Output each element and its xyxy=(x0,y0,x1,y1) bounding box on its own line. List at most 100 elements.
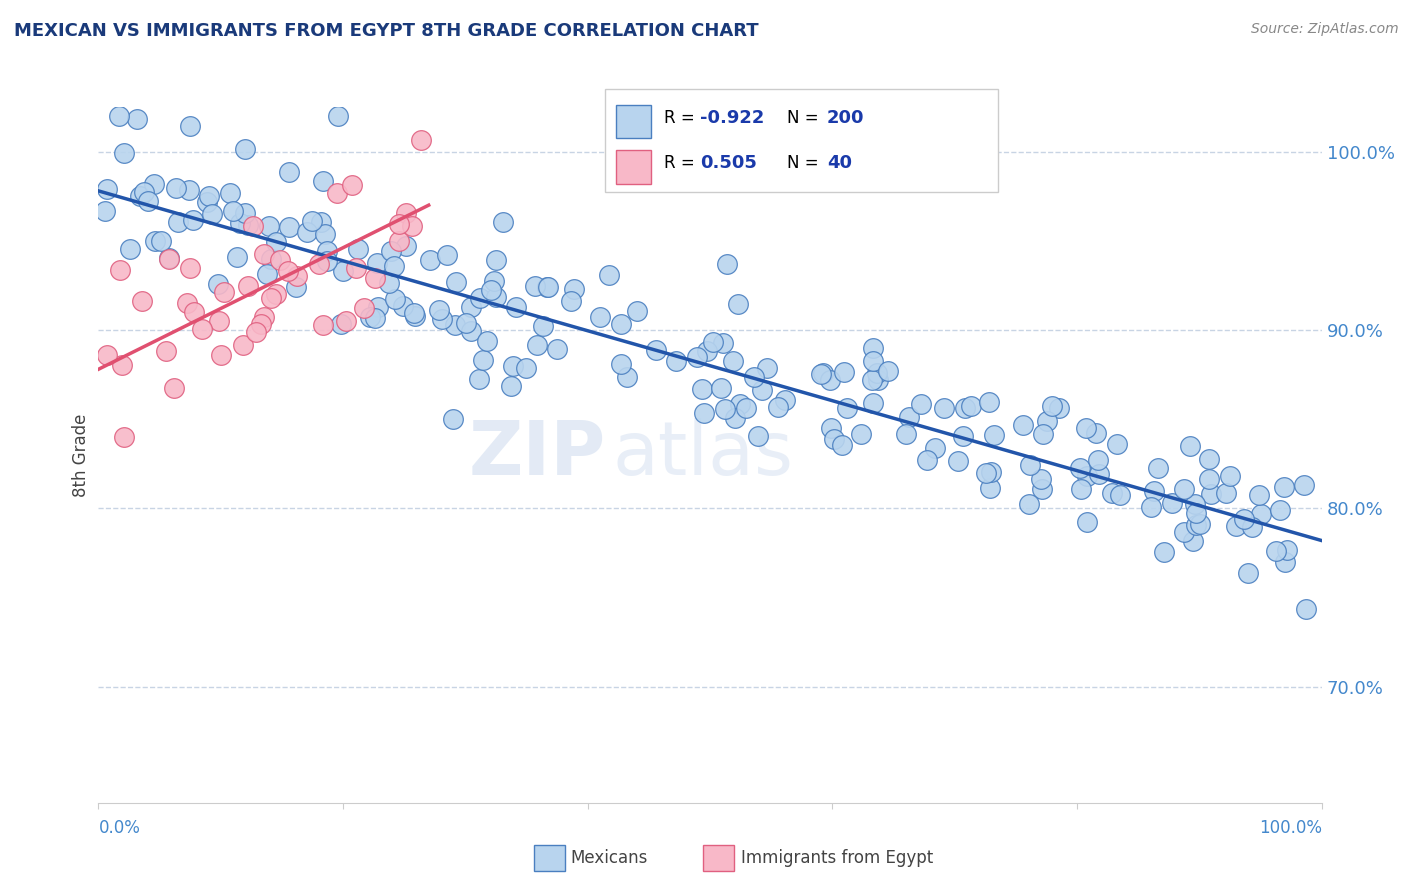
Point xyxy=(1218,469,1240,483)
Point xyxy=(443,318,465,332)
Point xyxy=(1225,519,1247,533)
Point xyxy=(177,183,200,197)
Point xyxy=(721,354,744,368)
Point xyxy=(818,373,841,387)
Point xyxy=(811,367,834,381)
Point xyxy=(295,225,318,239)
Point xyxy=(727,297,749,311)
Point xyxy=(1109,488,1132,502)
Point xyxy=(226,250,249,264)
Point xyxy=(562,282,585,296)
Point xyxy=(1153,545,1175,559)
Point xyxy=(1181,533,1204,548)
Point xyxy=(1076,469,1098,483)
Point xyxy=(1275,543,1298,558)
Point xyxy=(502,359,524,374)
Point xyxy=(468,291,491,305)
Point xyxy=(264,287,287,301)
Point xyxy=(284,280,307,294)
Point xyxy=(485,253,508,268)
Point xyxy=(751,383,773,397)
Point xyxy=(1047,401,1070,416)
Point xyxy=(181,213,204,227)
Point xyxy=(312,173,335,187)
Text: MEXICAN VS IMMIGRANTS FROM EGYPT 8TH GRADE CORRELATION CHART: MEXICAN VS IMMIGRANTS FROM EGYPT 8TH GRA… xyxy=(14,22,759,40)
Point xyxy=(1184,497,1206,511)
Text: 40: 40 xyxy=(827,154,852,172)
Text: 0.505: 0.505 xyxy=(700,154,756,172)
Point xyxy=(1268,503,1291,517)
Point xyxy=(723,410,745,425)
Point xyxy=(111,358,134,372)
Point xyxy=(155,343,177,358)
Point xyxy=(983,428,1005,442)
Point xyxy=(862,396,884,410)
Point xyxy=(278,219,301,234)
Text: ZIP: ZIP xyxy=(468,418,606,491)
Point xyxy=(876,364,898,378)
Point xyxy=(868,373,890,387)
Point xyxy=(1088,467,1111,482)
Point xyxy=(195,194,218,209)
Point xyxy=(107,109,129,123)
Point xyxy=(136,194,159,209)
Point xyxy=(96,182,118,196)
Text: Mexicans: Mexicans xyxy=(571,849,648,867)
Point xyxy=(260,252,283,267)
Point xyxy=(492,215,515,229)
Point xyxy=(849,427,872,442)
Point xyxy=(589,310,612,324)
Point xyxy=(1076,516,1098,530)
Text: N =: N = xyxy=(787,154,824,172)
Point xyxy=(401,219,423,233)
Point xyxy=(862,354,884,368)
Point xyxy=(402,306,425,320)
Point xyxy=(979,481,1001,495)
Point xyxy=(212,285,235,299)
Point xyxy=(665,353,688,368)
Point xyxy=(686,351,709,365)
Point xyxy=(388,217,411,231)
Point xyxy=(163,381,186,395)
Point xyxy=(222,204,245,219)
Point xyxy=(125,112,148,126)
Point xyxy=(1040,399,1063,413)
Point xyxy=(823,433,845,447)
Point xyxy=(1105,437,1128,451)
Point xyxy=(610,318,633,332)
Point xyxy=(523,278,546,293)
Point xyxy=(382,259,405,273)
Point xyxy=(366,256,388,270)
Point xyxy=(330,317,353,331)
Point xyxy=(610,357,633,371)
Point xyxy=(277,264,299,278)
Point xyxy=(208,314,231,328)
Point xyxy=(915,453,938,467)
Point xyxy=(1274,480,1296,494)
Point xyxy=(326,186,349,201)
Point xyxy=(419,253,441,268)
Point xyxy=(952,428,974,442)
Point xyxy=(1087,453,1109,467)
Point xyxy=(201,207,224,221)
Point xyxy=(546,342,568,356)
Point xyxy=(384,292,406,306)
Point xyxy=(209,348,232,362)
Point xyxy=(179,119,201,133)
Point xyxy=(207,277,229,292)
Text: R =: R = xyxy=(664,109,700,127)
Point xyxy=(359,310,381,325)
Point xyxy=(866,366,889,380)
Point xyxy=(118,242,141,256)
Point xyxy=(395,206,418,220)
Point xyxy=(862,341,884,355)
Point xyxy=(252,310,274,324)
Point xyxy=(482,274,505,288)
Point xyxy=(1188,517,1211,532)
Point xyxy=(747,429,769,443)
Point xyxy=(860,373,883,387)
Point xyxy=(460,324,482,338)
Point xyxy=(460,300,482,314)
Point xyxy=(1101,486,1123,500)
Point xyxy=(198,188,221,202)
